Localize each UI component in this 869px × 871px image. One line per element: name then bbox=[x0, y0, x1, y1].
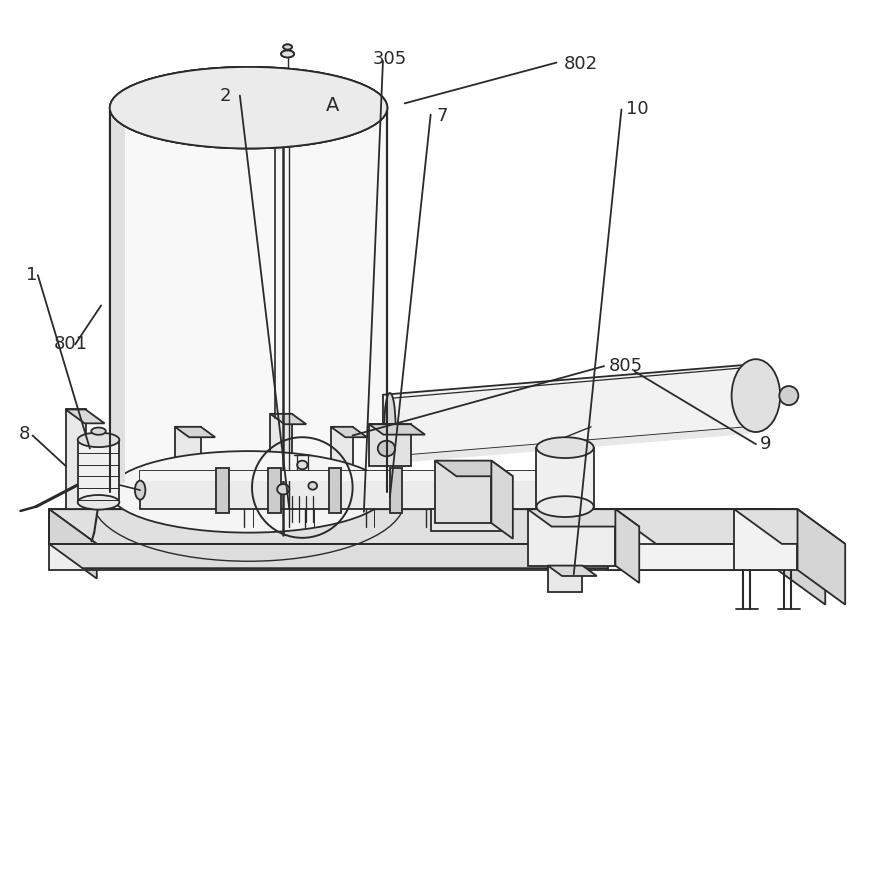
Ellipse shape bbox=[77, 495, 119, 510]
Text: 10: 10 bbox=[625, 100, 647, 118]
Text: 7: 7 bbox=[436, 107, 448, 125]
Ellipse shape bbox=[283, 44, 292, 50]
Ellipse shape bbox=[77, 433, 119, 447]
Ellipse shape bbox=[277, 484, 289, 495]
Text: 8: 8 bbox=[19, 425, 30, 442]
Text: 1: 1 bbox=[26, 266, 37, 284]
Ellipse shape bbox=[779, 386, 798, 405]
Polygon shape bbox=[368, 424, 410, 466]
Polygon shape bbox=[430, 510, 508, 531]
Polygon shape bbox=[77, 440, 119, 503]
Polygon shape bbox=[65, 409, 85, 510]
Polygon shape bbox=[614, 510, 639, 583]
Polygon shape bbox=[270, 414, 292, 510]
Text: 2: 2 bbox=[220, 86, 231, 105]
Polygon shape bbox=[527, 510, 639, 527]
Text: 9: 9 bbox=[760, 436, 771, 453]
Polygon shape bbox=[607, 510, 825, 544]
Polygon shape bbox=[547, 565, 581, 591]
Text: 805: 805 bbox=[607, 357, 642, 375]
Polygon shape bbox=[368, 424, 425, 435]
Polygon shape bbox=[175, 427, 215, 437]
Polygon shape bbox=[49, 510, 807, 544]
Polygon shape bbox=[328, 468, 341, 513]
Polygon shape bbox=[733, 510, 797, 570]
Polygon shape bbox=[49, 544, 760, 570]
Ellipse shape bbox=[281, 51, 294, 57]
Polygon shape bbox=[434, 461, 491, 523]
Text: 801: 801 bbox=[53, 335, 87, 354]
Polygon shape bbox=[269, 468, 281, 513]
Text: 802: 802 bbox=[563, 56, 597, 73]
Polygon shape bbox=[434, 461, 512, 476]
Ellipse shape bbox=[91, 428, 106, 435]
Ellipse shape bbox=[536, 496, 593, 517]
Polygon shape bbox=[777, 510, 825, 604]
Ellipse shape bbox=[109, 67, 387, 148]
Ellipse shape bbox=[297, 461, 307, 469]
Polygon shape bbox=[382, 364, 751, 457]
Polygon shape bbox=[140, 471, 556, 510]
Polygon shape bbox=[65, 409, 104, 423]
Polygon shape bbox=[389, 468, 401, 513]
Polygon shape bbox=[527, 510, 614, 565]
Ellipse shape bbox=[536, 437, 593, 458]
Ellipse shape bbox=[109, 67, 387, 148]
Polygon shape bbox=[491, 461, 512, 538]
Polygon shape bbox=[109, 117, 125, 483]
Polygon shape bbox=[216, 468, 229, 513]
Polygon shape bbox=[330, 427, 367, 437]
Polygon shape bbox=[270, 414, 306, 424]
Polygon shape bbox=[49, 510, 760, 544]
Polygon shape bbox=[797, 510, 844, 604]
Ellipse shape bbox=[109, 67, 387, 148]
Polygon shape bbox=[607, 510, 777, 570]
Polygon shape bbox=[49, 544, 793, 568]
Ellipse shape bbox=[135, 481, 145, 500]
Polygon shape bbox=[140, 471, 556, 481]
Polygon shape bbox=[49, 510, 96, 578]
Ellipse shape bbox=[731, 359, 779, 432]
Text: 305: 305 bbox=[372, 51, 407, 68]
Polygon shape bbox=[330, 427, 352, 510]
Ellipse shape bbox=[377, 441, 395, 456]
Polygon shape bbox=[547, 565, 596, 576]
Ellipse shape bbox=[308, 482, 316, 490]
Polygon shape bbox=[536, 448, 593, 507]
Ellipse shape bbox=[283, 44, 292, 50]
Polygon shape bbox=[175, 427, 201, 510]
Ellipse shape bbox=[384, 393, 395, 459]
Text: A: A bbox=[325, 97, 339, 116]
Ellipse shape bbox=[109, 451, 387, 533]
Ellipse shape bbox=[281, 51, 294, 57]
Polygon shape bbox=[382, 427, 751, 464]
Polygon shape bbox=[109, 108, 387, 492]
Polygon shape bbox=[446, 468, 458, 513]
Ellipse shape bbox=[551, 481, 561, 500]
Polygon shape bbox=[733, 510, 844, 544]
